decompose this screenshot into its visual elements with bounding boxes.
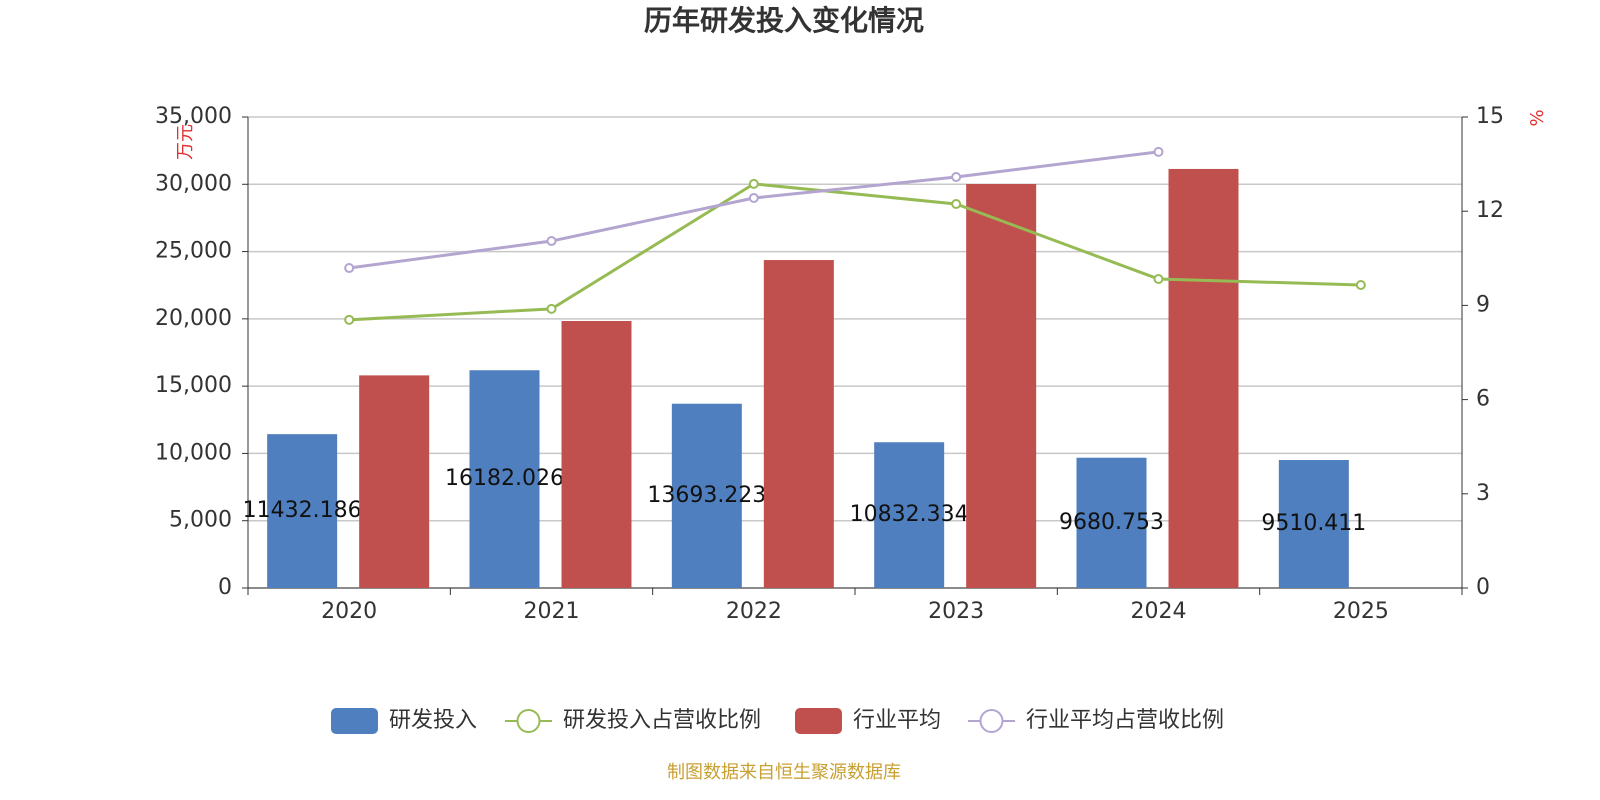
line (349, 182, 1361, 322)
y2-tick-label: 9 (1476, 292, 1490, 317)
x-tick-label: 2023 (928, 599, 984, 624)
bar (1076, 457, 1147, 588)
bar (1278, 460, 1349, 588)
legend-swatch (795, 708, 842, 734)
data-label: 9680.753 (1059, 510, 1164, 535)
bar (1168, 168, 1239, 588)
y2-unit: % (1527, 109, 1548, 126)
line-point (1355, 279, 1366, 290)
y-tick-label: 10,000 (155, 440, 232, 465)
legend-label: 研发投入 (389, 708, 477, 733)
y-tick-label: 35,000 (155, 104, 232, 129)
legend-label: 行业平均占营收比例 (1026, 708, 1224, 733)
data-label: 13693.223 (647, 483, 766, 508)
line-point (546, 236, 557, 247)
line-point (344, 263, 355, 274)
source: 制图数据来自恒生聚源数据库 (667, 762, 901, 783)
line-point (748, 178, 759, 189)
bar (874, 442, 945, 588)
legend-swatch (979, 709, 1004, 733)
x-tick-label: 2025 (1333, 599, 1389, 624)
x-tick-label: 2020 (321, 599, 377, 624)
bar (359, 375, 430, 588)
y-unit: 万元 (175, 124, 196, 160)
y2-tick-label: 15 (1476, 104, 1504, 129)
y2-tick-label: 12 (1476, 198, 1504, 223)
y2-tick-label: 6 (1476, 387, 1490, 412)
line-point (951, 198, 962, 209)
line-point (344, 314, 355, 325)
line-point (1153, 146, 1164, 157)
line-point (546, 303, 557, 314)
data-label: 9510.411 (1261, 511, 1366, 536)
legend-label: 研发投入占营收比例 (563, 708, 761, 733)
data-label: 10832.334 (850, 502, 969, 527)
y-tick-label: 20,000 (155, 306, 232, 331)
bar (469, 370, 540, 588)
y-tick-label: 0 (218, 575, 232, 600)
bar (763, 260, 834, 588)
y-tick-label: 30,000 (155, 171, 232, 196)
line-point (1153, 274, 1164, 285)
y-tick-label: 5,000 (169, 508, 232, 533)
bar (267, 434, 338, 588)
line-point (748, 193, 759, 204)
legend-label: 行业平均 (853, 708, 941, 733)
x-tick-label: 2021 (524, 599, 580, 624)
bar (561, 321, 632, 588)
bar (671, 403, 742, 588)
x-tick-label: 2024 (1131, 599, 1187, 624)
data-label: 11432.186 (243, 498, 362, 523)
y2-tick-label: 0 (1476, 575, 1490, 600)
line-point (951, 171, 962, 182)
chart-title: 历年研发投入变化情况 (644, 4, 924, 37)
data-label: 16182.026 (445, 466, 564, 491)
x-tick-label: 2022 (726, 599, 782, 624)
legend-swatch (516, 709, 541, 733)
y2-tick-label: 3 (1476, 481, 1490, 506)
bar (966, 184, 1037, 588)
legend-swatch (331, 708, 378, 734)
line (348, 150, 1159, 270)
y-tick-label: 15,000 (155, 373, 232, 398)
y-tick-label: 25,000 (155, 239, 232, 264)
